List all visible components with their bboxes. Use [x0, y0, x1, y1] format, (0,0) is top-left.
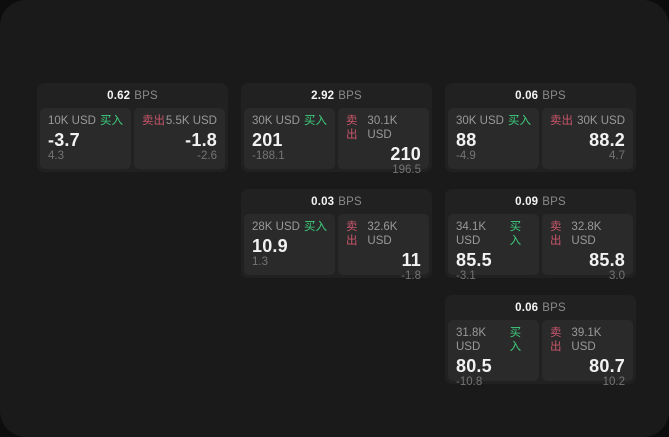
buy-panel[interactable]: 30K USD 买入 201 -188.1 — [244, 108, 335, 169]
sell-delta: 10.2 — [602, 376, 625, 388]
buy-amount: 10K USD — [48, 115, 96, 127]
sell-amount: 5.5K USD — [165, 115, 217, 127]
buy-amount: 30K USD — [252, 115, 300, 127]
quote-card-5: 0.09 BPS 34.1K USD 买入 85.5 -3.1 卖出 32.8K… — [445, 189, 636, 282]
sell-side-label: 卖出 — [346, 221, 358, 247]
buy-panel[interactable]: 31.8K USD 买入 80.5 -10.8 — [448, 320, 539, 388]
sell-delta: -2.6 — [197, 150, 217, 162]
sell-panel[interactable]: 卖出 32.6K USD 11 -1.8 — [338, 214, 429, 282]
buy-panel[interactable]: 10K USD 买入 -3.7 4.3 — [40, 108, 131, 169]
sell-price: 88.2 — [589, 130, 625, 150]
sell-side-label: 卖出 — [550, 115, 573, 127]
card-header: 0.06 BPS — [448, 295, 633, 320]
card-body: 31.8K USD 买入 80.5 -10.8 卖出 39.1K USD 80.… — [448, 320, 633, 388]
buy-side-label: 买入 — [100, 115, 123, 127]
sell-amount: 39.1K USD — [571, 327, 602, 353]
buy-delta: 1.3 — [252, 256, 268, 268]
bps-unit-label: BPS — [542, 195, 566, 208]
sell-price: -1.8 — [185, 130, 217, 150]
bps-value: 0.06 — [515, 301, 539, 314]
sell-delta: 4.7 — [609, 150, 625, 162]
sell-panel[interactable]: 卖出 5.5K USD -1.8 -2.6 — [134, 108, 225, 169]
bps-value: 2.92 — [311, 89, 335, 102]
sell-amount: 32.6K USD — [367, 221, 398, 247]
bps-unit-label: BPS — [338, 195, 362, 208]
sell-price: 11 — [401, 250, 421, 270]
bps-unit-label: BPS — [542, 89, 566, 102]
buy-delta: 4.3 — [48, 150, 64, 162]
buy-delta: -10.8 — [456, 376, 483, 388]
buy-panel[interactable]: 34.1K USD 买入 85.5 -3.1 — [448, 214, 539, 282]
buy-price: 85.5 — [456, 250, 492, 270]
buy-delta: -4.9 — [456, 150, 476, 162]
card-header: 0.62 BPS — [40, 83, 225, 108]
sell-panel[interactable]: 卖出 32.8K USD 85.8 3.0 — [542, 214, 633, 282]
card-body: 28K USD 买入 10.9 1.3 卖出 32.6K USD 11 -1.8 — [244, 214, 429, 282]
buy-price: 10.9 — [252, 236, 288, 256]
card-header: 0.03 BPS — [244, 189, 429, 214]
buy-side-label: 买入 — [509, 221, 522, 247]
sell-delta: 196.5 — [392, 164, 421, 176]
bps-unit-label: BPS — [134, 89, 158, 102]
buy-side-label: 买入 — [509, 327, 522, 353]
card-body: 30K USD 买入 88 -4.9 卖出 30K USD 88.2 4.7 — [448, 108, 633, 169]
buy-delta: -3.1 — [456, 270, 476, 282]
quote-card-1: 0.62 BPS 10K USD 买入 -3.7 4.3 卖出 5.5K USD — [37, 83, 228, 172]
sell-side-label: 卖出 — [550, 327, 562, 353]
sell-panel[interactable]: 卖出 39.1K USD 80.7 10.2 — [542, 320, 633, 388]
bps-value: 0.06 — [515, 89, 539, 102]
buy-price: 201 — [252, 130, 283, 150]
sell-amount: 30K USD — [577, 115, 625, 127]
quote-card-6: 0.06 BPS 31.8K USD 买入 80.5 -10.8 卖出 39.1… — [445, 295, 636, 388]
quote-card-4: 0.03 BPS 28K USD 买入 10.9 1.3 卖出 32.6K US… — [241, 189, 432, 282]
sell-side-label: 卖出 — [550, 221, 562, 247]
buy-panel[interactable]: 30K USD 买入 88 -4.9 — [448, 108, 539, 169]
bps-value: 0.03 — [311, 195, 335, 208]
buy-price: -3.7 — [48, 130, 80, 150]
buy-side-label: 买入 — [304, 221, 327, 233]
buy-price: 80.5 — [456, 356, 492, 376]
buy-amount: 34.1K USD — [456, 221, 487, 247]
sell-delta: -1.8 — [401, 270, 421, 282]
buy-amount: 28K USD — [252, 221, 300, 233]
card-body: 10K USD 买入 -3.7 4.3 卖出 5.5K USD -1.8 -2.… — [40, 108, 225, 169]
sell-side-label: 卖出 — [142, 115, 165, 127]
card-body: 30K USD 买入 201 -188.1 卖出 30.1K USD 210 1… — [244, 108, 429, 176]
quote-card-3: 0.06 BPS 30K USD 买入 88 -4.9 卖出 30K USD — [445, 83, 636, 172]
card-header: 2.92 BPS — [244, 83, 429, 108]
bps-unit-label: BPS — [338, 89, 362, 102]
buy-amount: 31.8K USD — [456, 327, 487, 353]
sell-amount: 30.1K USD — [367, 115, 398, 141]
buy-delta: -188.1 — [252, 150, 285, 162]
sell-price: 80.7 — [589, 356, 625, 376]
card-body: 34.1K USD 买入 85.5 -3.1 卖出 32.8K USD 85.8… — [448, 214, 633, 282]
card-header: 0.09 BPS — [448, 189, 633, 214]
buy-amount: 30K USD — [456, 115, 504, 127]
quote-card-2: 2.92 BPS 30K USD 买入 201 -188.1 卖出 30.1K … — [241, 83, 432, 176]
bps-value: 0.09 — [515, 195, 539, 208]
buy-price: 88 — [456, 130, 477, 150]
bps-value: 0.62 — [107, 89, 131, 102]
buy-side-label: 买入 — [304, 115, 327, 127]
buy-side-label: 买入 — [508, 115, 531, 127]
sell-delta: 3.0 — [609, 270, 625, 282]
buy-panel[interactable]: 28K USD 买入 10.9 1.3 — [244, 214, 335, 275]
sell-side-label: 卖出 — [346, 115, 358, 141]
bps-unit-label: BPS — [542, 301, 566, 314]
sell-panel[interactable]: 卖出 30K USD 88.2 4.7 — [542, 108, 633, 169]
sell-price: 210 — [390, 144, 421, 164]
sell-amount: 32.8K USD — [571, 221, 602, 247]
sell-price: 85.8 — [589, 250, 625, 270]
quote-cards-grid: 0.62 BPS 10K USD 买入 -3.7 4.3 卖出 5.5K USD — [37, 83, 636, 388]
sell-panel[interactable]: 卖出 30.1K USD 210 196.5 — [338, 108, 429, 176]
card-header: 0.06 BPS — [448, 83, 633, 108]
